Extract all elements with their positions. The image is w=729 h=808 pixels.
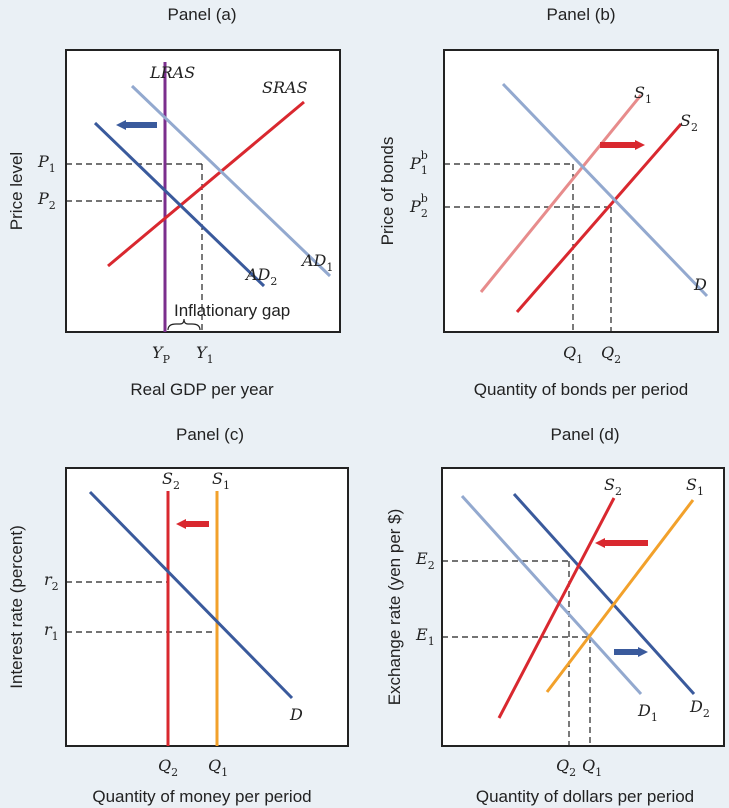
inflationary-gap-label: Inflationary gap [174,301,290,320]
panel-b-x-axis-title: Quantity of bonds per period [474,380,689,399]
inflationary-gap-brace [167,318,201,331]
ad1-curve [130,84,332,278]
d1-label: D1 [637,701,658,724]
panel-b-y-axis-title: Price of bonds [378,137,397,246]
panel-d-x-axis-title: Quantity of dollars per period [476,787,694,806]
panel-b-frame [443,49,719,333]
panel-c-xtick-q1: Q1 [208,756,228,779]
s1-label: S1 [634,83,652,106]
bond-supply-s1-curve [479,94,643,293]
ad1-label: AD1 [300,251,333,274]
panel-d-y-axis-title: Exchange rate (yen per $) [385,509,404,706]
panel-a-ytick-p2: P2 [37,189,56,212]
panel-b-title: Panel (b) [547,5,616,24]
panel-d-xtick-q2: Q2 [556,756,576,779]
d2-label: D2 [689,697,710,720]
panel-d-ytick-e1: E1 [415,625,435,648]
d-label: D [289,705,303,724]
dollar-supply-s1-curve [545,499,695,693]
s2-label: S2 [680,111,698,134]
panel-a-xtick-y1: Y1 [196,343,214,366]
sras-curve [107,100,305,268]
panel-c-title: Panel (c) [176,425,244,444]
panel-c-y-axis-title: Interest rate (percent) [7,525,26,688]
bond-demand-curve [501,82,709,298]
bond-supply-s2-curve [515,123,683,313]
panel-d-xtick-q1: Q1 [582,756,602,779]
panel-a-y-axis-title: Price level [7,152,26,230]
dollar-demand-d2-curve [512,492,696,696]
lras-label: LRAS [149,63,195,82]
panel-c-ytick-r1: r1 [44,620,59,643]
panel-b-xtick-q2: Q2 [601,343,621,366]
panel-a: Panel (a) LRAS SRAS AD1 AD2 Inflationary… [7,5,341,399]
d-label: D [693,275,707,294]
s1-label: S1 [686,475,704,498]
panel-d-frame [441,467,725,747]
s2-label: S2 [162,469,180,492]
dollar-demand-d1-curve [460,494,643,696]
sras-label: SRAS [262,78,308,97]
panel-c: Panel (c) S2 S1 D r2 r1 Q2 Q1 Quantity o… [7,425,349,806]
s1-label: S1 [212,469,230,492]
panel-d-title: Panel (d) [551,425,620,444]
panel-a-ytick-p1: P1 [37,152,56,175]
ad2-label: AD2 [244,265,277,288]
panel-d: Panel (d) S2 S1 D1 D2 E2 E1 Q2 Q1 Quanti… [385,425,725,806]
panel-a-frame [65,49,341,333]
panel-a-xtick-yp: YP [152,343,171,366]
s2-label: S2 [604,475,622,498]
money-demand-curve [88,490,294,700]
panel-c-ytick-r2: r2 [44,570,59,593]
panel-b-ytick-p2b: Pb 2 [409,192,428,220]
dollar-supply-s2-curve [497,497,616,719]
panel-a-x-axis-title: Real GDP per year [130,380,274,399]
panel-d-ytick-e2: E2 [415,549,435,572]
panel-a-title: Panel (a) [168,5,237,24]
panel-b-ytick-p1b: Pb 1 [409,149,428,177]
panel-c-xtick-q2: Q2 [158,756,178,779]
ad2-curve [93,121,266,288]
panel-c-x-axis-title: Quantity of money per period [92,787,311,806]
panel-b-xtick-q1: Q1 [563,343,583,366]
panel-b: Panel (b) S1 S2 D Pb 1 Pb 2 Q1 Q2 Quantity… [378,5,719,399]
